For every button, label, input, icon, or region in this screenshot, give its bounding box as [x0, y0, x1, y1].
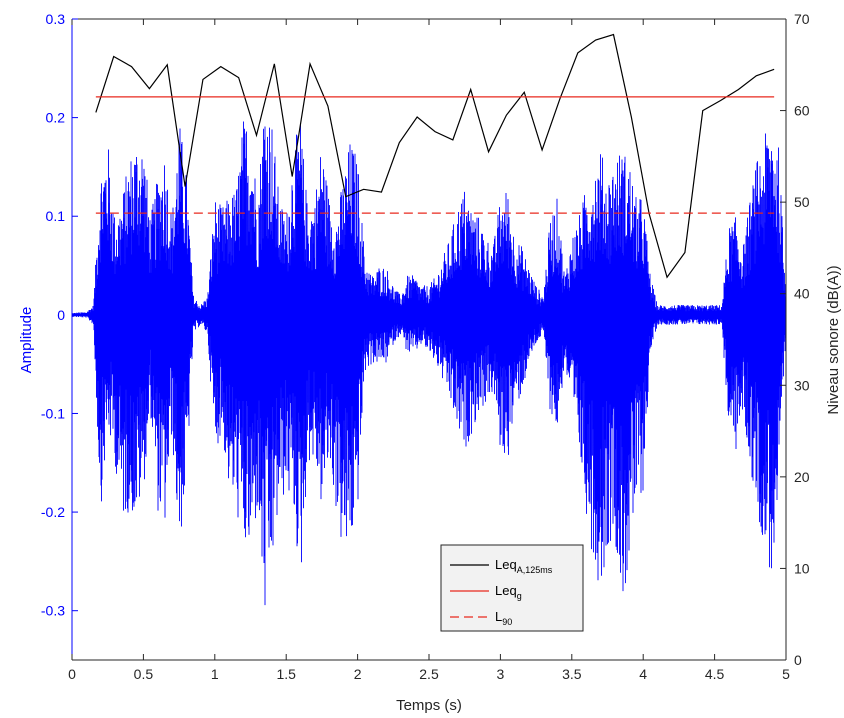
x-tick-label-4: 2 [354, 666, 362, 682]
y-axis-left-title: Amplitude [18, 307, 35, 374]
x-tick-label-1: 0.5 [134, 666, 154, 682]
y-left-tick-label-5: 0.2 [46, 110, 66, 126]
y-left-tick-label-2: -0.1 [41, 405, 65, 421]
series-lines [95, 33, 775, 279]
y-right-tick-label-0: 0 [794, 652, 802, 668]
y-right-tick-label-2: 20 [794, 469, 810, 485]
y-left-tick-label-3: 0 [57, 307, 65, 323]
x-tick-label-5: 2.5 [419, 666, 439, 682]
y-left-tick-label-0: -0.3 [41, 603, 65, 619]
y-right-tick-label-4: 40 [794, 286, 810, 302]
x-tick-label-7: 3.5 [562, 666, 582, 682]
y-left-tick-label-6: 0.3 [46, 11, 66, 27]
series-line-1 [95, 33, 775, 279]
y-axis-right-title: Niveau sonore (dB(A)) [825, 265, 842, 414]
x-tick-label-0: 0 [68, 666, 76, 682]
x-axis-title: Temps (s) [396, 697, 462, 714]
x-tick-label-9: 4.5 [705, 666, 725, 682]
y-right-tick-label-1: 10 [794, 560, 810, 576]
y-right-tick-label-7: 70 [794, 11, 810, 27]
legend: LeqA,125ms Leqg L90 [440, 544, 584, 632]
legend-label-2: Leqg [495, 583, 522, 601]
y-left-tick-label-1: -0.2 [41, 504, 65, 520]
y-left-tick-label-4: 0.1 [46, 208, 66, 224]
x-tick-label-2: 1 [211, 666, 219, 682]
legend-label-1: LeqA,125ms [495, 557, 553, 575]
x-tick-label-8: 4 [639, 666, 647, 682]
y-right-tick-label-3: 30 [794, 377, 810, 393]
x-tick-label-6: 3 [497, 666, 505, 682]
y-right-tick-label-6: 60 [794, 103, 810, 119]
y-right-tick-label-5: 50 [794, 194, 810, 210]
legend-label-3: L90 [495, 609, 512, 627]
x-tick-label-10: 5 [782, 666, 790, 682]
x-tick-label-3: 1.5 [276, 666, 296, 682]
ticks: 0 0.5 1 1.5 2 2.5 3 3.5 4 4.5 5 -0.3 -0.2 -0.1 0 0.1 0.2… [41, 11, 810, 682]
